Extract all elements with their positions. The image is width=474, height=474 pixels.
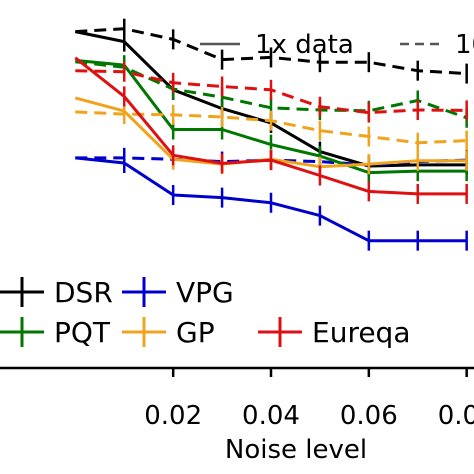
style-legend: 1x data 10x data [200, 30, 474, 60]
series-eureqa-1x [74, 56, 468, 204]
legend-entry-gp: GP [122, 316, 215, 349]
x-tick-label-0: 0.02 [144, 401, 202, 431]
series-vpg-1x [75, 153, 468, 251]
legend-label-eureqa: Eureqa [312, 316, 411, 349]
legend-entry-pqt: PQT [0, 316, 111, 349]
legend-entry-eureqa: Eureqa [258, 316, 411, 349]
method-legend: DSR VPG PQT GP Eureqa [0, 276, 411, 349]
series-eureqa-10x [75, 61, 468, 123]
x-ticks: 0.02 0.04 0.06 0.08 [144, 368, 474, 431]
x-tick-label-2: 0.06 [340, 401, 398, 431]
legend-label-vpg: VPG [176, 276, 234, 309]
style-legend-entry-0: 1x data [200, 30, 354, 60]
legend-label-gp: GP [176, 316, 215, 349]
style-legend-entry-1: 10x data [400, 30, 474, 60]
series-dsr-10x [75, 18, 468, 84]
legend-entry-dsr: DSR [0, 276, 113, 309]
series-layer [74, 18, 468, 251]
style-legend-label-1: 10x data [455, 30, 474, 60]
legend-label-dsr: DSR [54, 276, 113, 309]
legend-entry-vpg: VPG [122, 276, 234, 309]
x-tick-label-3: 0.08 [438, 401, 474, 431]
x-tick-label-1: 0.04 [242, 401, 300, 431]
style-legend-label-0: 1x data [255, 30, 354, 60]
legend-label-pqt: PQT [54, 316, 111, 349]
x-axis-label: Noise level [225, 435, 367, 465]
